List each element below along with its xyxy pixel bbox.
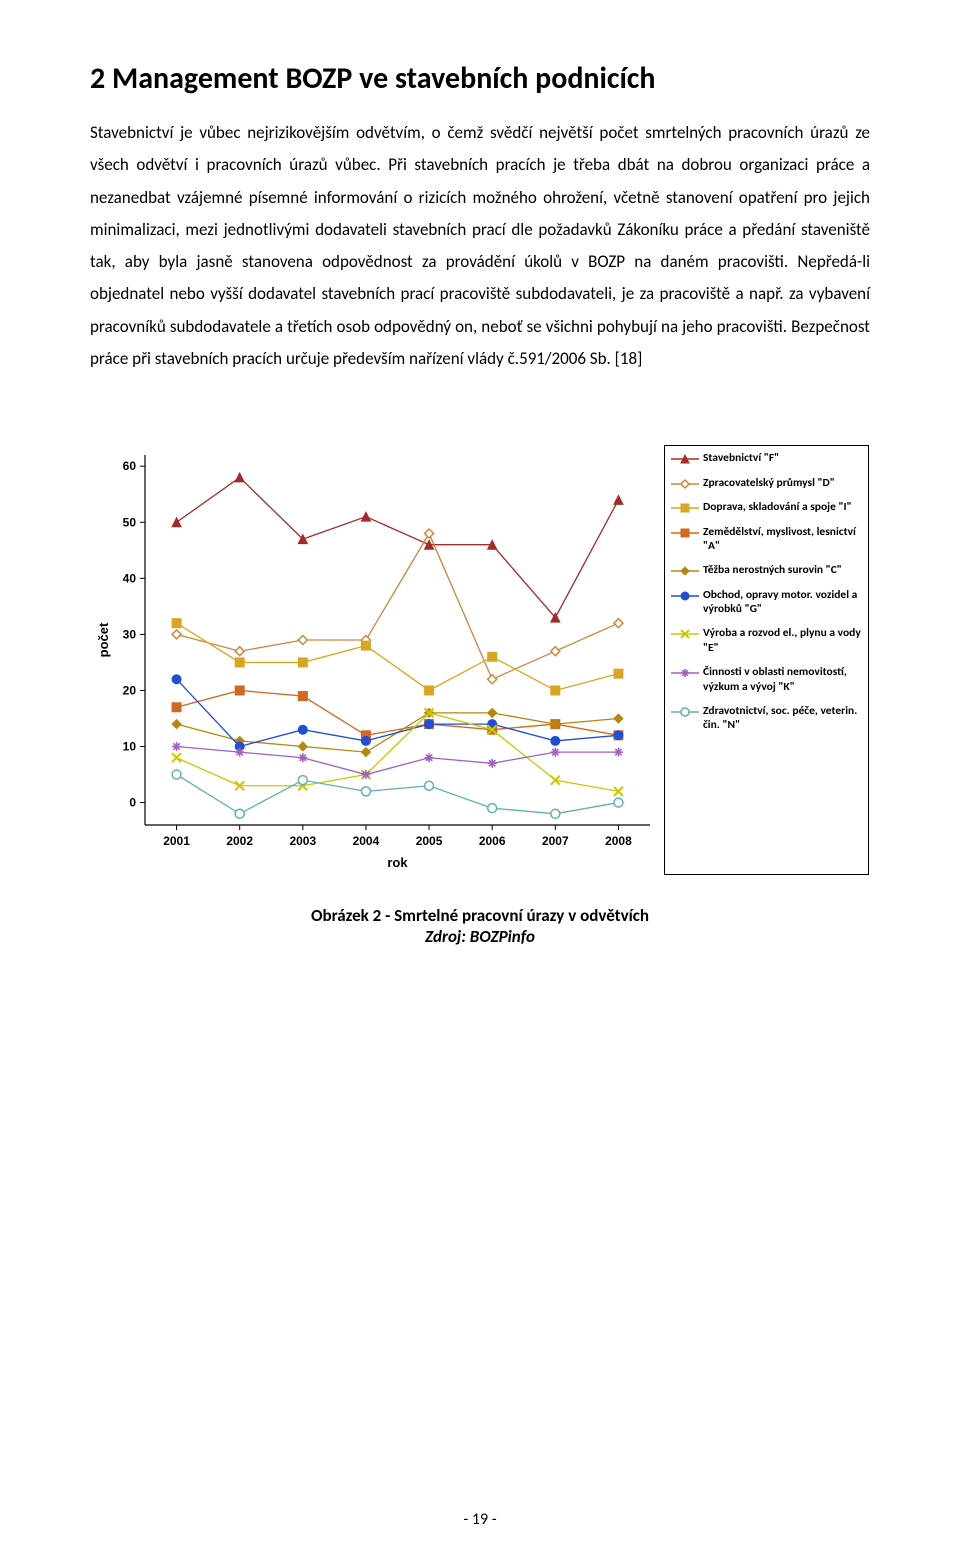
- body-paragraph: Stavebnictví je vůbec nejrizikovějším od…: [90, 117, 870, 375]
- svg-text:počet: počet: [96, 622, 111, 657]
- legend-item-F: Stavebnictví "F": [665, 446, 868, 470]
- svg-text:20: 20: [123, 684, 137, 698]
- svg-text:30: 30: [123, 628, 137, 642]
- svg-text:50: 50: [123, 516, 137, 530]
- svg-text:2006: 2006: [479, 834, 506, 848]
- legend-item-D: Zpracovatelský průmysl "D": [665, 471, 868, 495]
- legend-label: Doprava, skladování a spoje "I": [703, 500, 852, 514]
- legend-swatch: [671, 667, 699, 679]
- legend-item-G: Obchod, opravy motor. vozidel a výrobků …: [665, 583, 868, 622]
- legend-item-C: Těžba nerostných surovin "C": [665, 558, 868, 582]
- figure: 0 10 20 30 40 50 60 2001 2002 2003 2004 2005 2006 200…: [90, 445, 870, 947]
- page-number: - 19 -: [0, 1510, 960, 1529]
- legend-label: Obchod, opravy motor. vozidel a výrobků …: [703, 588, 862, 617]
- section-heading: 2 Management BOZP ve stavebních podnicíc…: [90, 60, 870, 97]
- chart-plot: 0 10 20 30 40 50 60 2001 2002 2003 2004 2005 2006 200…: [90, 445, 660, 875]
- legend-swatch: [671, 590, 699, 602]
- svg-text:2008: 2008: [605, 834, 632, 848]
- svg-text:rok: rok: [387, 855, 408, 870]
- legend-item-E: Výroba a rozvod el., plynu a vody "E": [665, 621, 868, 660]
- legend-item-N: Zdravotnictví, soc. péče, veterin. čin. …: [665, 699, 868, 738]
- figure-caption: Obrázek 2 - Smrtelné pracovní úrazy v od…: [90, 905, 870, 947]
- legend-item-K: Činnosti v oblasti nemovitostí, výzkum a…: [665, 660, 868, 699]
- svg-text:2003: 2003: [289, 834, 316, 848]
- caption-source: Zdroj: BOZPinfo: [90, 926, 870, 947]
- svg-text:2001: 2001: [163, 834, 190, 848]
- legend-label: Zpracovatelský průmysl "D": [703, 476, 835, 490]
- svg-text:2002: 2002: [226, 834, 253, 848]
- caption-title: Obrázek 2 - Smrtelné pracovní úrazy v od…: [90, 905, 870, 926]
- legend-label: Zemědělství, myslivost, lesnictví "A": [703, 525, 862, 554]
- legend-swatch: [671, 502, 699, 514]
- legend-swatch: [671, 565, 699, 577]
- legend-label: Stavebnictví "F": [703, 451, 779, 465]
- legend-item-A: Zemědělství, myslivost, lesnictví "A": [665, 520, 868, 559]
- legend-label: Činnosti v oblasti nemovitostí, výzkum a…: [703, 665, 862, 694]
- svg-text:2005: 2005: [416, 834, 443, 848]
- svg-text:0: 0: [129, 796, 136, 810]
- chart-legend: Stavebnictví "F" Zpracovatelský průmysl "…: [664, 445, 869, 875]
- svg-text:40: 40: [123, 572, 137, 586]
- svg-text:60: 60: [123, 460, 137, 474]
- legend-label: Výroba a rozvod el., plynu a vody "E": [703, 626, 862, 655]
- svg-text:2004: 2004: [353, 834, 380, 848]
- legend-swatch: [671, 628, 699, 640]
- legend-swatch: [671, 706, 699, 718]
- legend-label: Zdravotnictví, soc. péče, veterin. čin. …: [703, 704, 862, 733]
- legend-swatch: [671, 527, 699, 539]
- legend-swatch: [671, 453, 699, 465]
- svg-text:10: 10: [123, 740, 137, 754]
- chart-svg: 0 10 20 30 40 50 60 2001 2002 2003 2004 2005 2006 200…: [90, 445, 660, 875]
- legend-item-I: Doprava, skladování a spoje "I": [665, 495, 868, 519]
- legend-swatch: [671, 478, 699, 490]
- legend-label: Těžba nerostných surovin "C": [703, 563, 842, 577]
- svg-text:2007: 2007: [542, 834, 569, 848]
- page: 2 Management BOZP ve stavebních podnicíc…: [0, 0, 960, 1557]
